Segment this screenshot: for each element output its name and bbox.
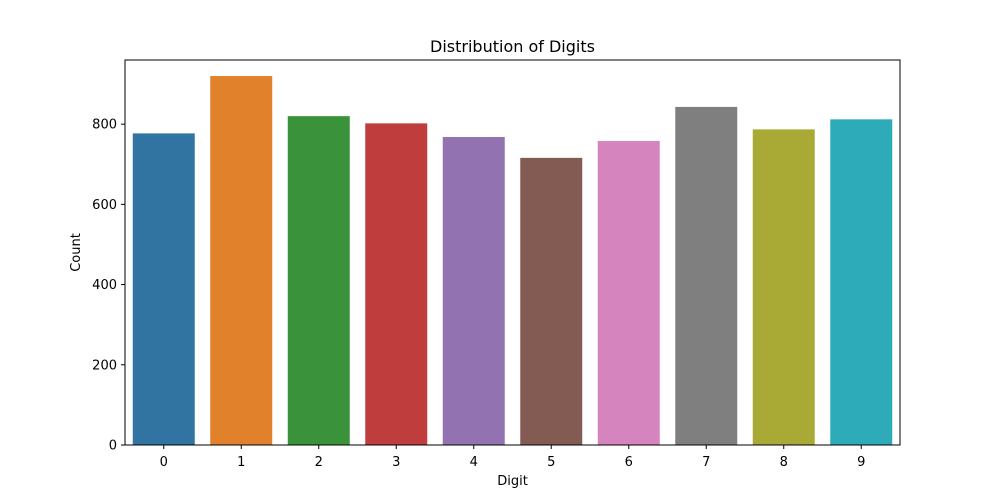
bars-group [132, 76, 893, 446]
y-tick-label: 800 [92, 118, 117, 133]
bar-digit-1 [210, 76, 273, 446]
x-axis-ticks: 0 1 2 3 4 5 6 7 8 9 [160, 445, 865, 470]
plot-frame [124, 59, 901, 446]
x-tick-label: 9 [857, 455, 865, 470]
bar-digit-5 [520, 157, 583, 445]
x-tick-label: 2 [315, 455, 323, 470]
bar-digit-7 [675, 106, 738, 445]
x-tick-label: 1 [237, 455, 245, 470]
x-tick-label: 6 [625, 455, 633, 470]
bar-digit-2 [287, 116, 350, 445]
y-tick-label: 200 [92, 358, 117, 373]
x-tick-label: 8 [780, 455, 788, 470]
bar-digit-9 [830, 119, 893, 446]
chart-title: Distribution of Digits [430, 37, 595, 56]
bar-digit-3 [365, 123, 428, 445]
x-tick-label: 0 [160, 455, 168, 470]
y-tick-label: 400 [92, 278, 117, 293]
x-tick-label: 5 [547, 455, 555, 470]
bar-digit-6 [597, 141, 660, 445]
bar-digit-4 [442, 137, 505, 445]
y-tick-label: 600 [92, 198, 117, 213]
y-tick-label: 0 [109, 439, 117, 454]
bar-digit-0 [132, 133, 195, 445]
y-axis-label: Count [69, 233, 84, 272]
bar-digit-8 [752, 129, 815, 446]
x-tick-label: 7 [702, 455, 710, 470]
x-tick-label: 3 [392, 455, 400, 470]
y-axis-ticks: 0 200 400 600 800 [92, 118, 125, 454]
x-tick-label: 4 [470, 455, 478, 470]
x-axis-label: Digit [497, 474, 528, 489]
